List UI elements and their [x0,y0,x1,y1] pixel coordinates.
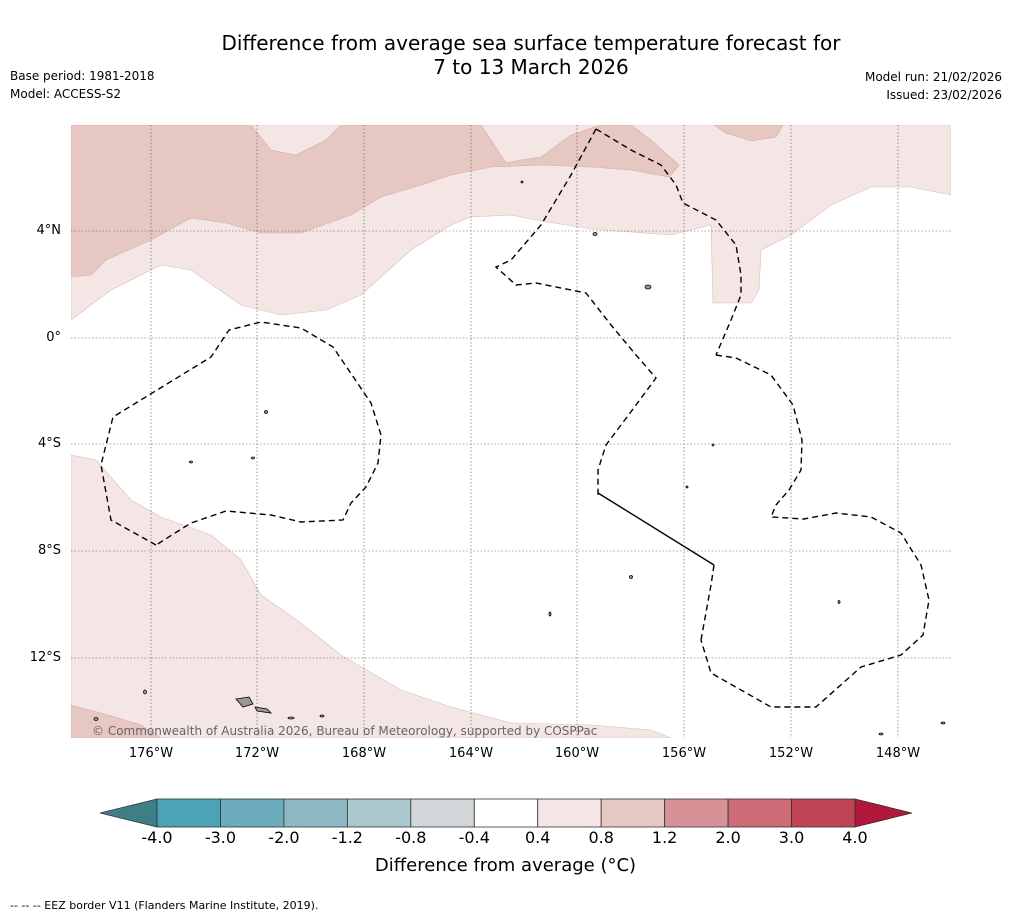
lon-label-172w: 172°W [234,746,280,761]
colorbar-segment [727,798,792,828]
eez-border-central-west [494,128,657,495]
island-tiny-13 [319,714,325,718]
lon-label-156w: 156°W [661,746,707,761]
colorbar-label: Difference from average (°C) [374,855,637,876]
eez-footnote: -- -- -- EEZ border V11 (Flanders Marine… [10,899,319,912]
colorbar-segment [600,798,666,828]
island-samoa-large [235,696,254,708]
islands [93,180,946,736]
colorbar-tick-label: -1.2 [331,828,363,847]
title-line-2: 7 to 13 March 2026 [433,55,629,79]
lat-label-4n: 4°N [36,223,62,238]
lon-label-148w: 148°W [875,746,921,761]
colorbar-tick-label: -0.8 [395,828,427,847]
island-tiny-1 [592,232,598,236]
base-period: Base period: 1981-2018 [10,69,155,83]
colorbar-tick-label: 2.0 [715,828,741,847]
colorbar-segment [410,798,475,828]
issued-date: Issued: 23/02/2026 [886,88,1002,102]
meta-right: Model run: 21/02/2026 Issued: 23/02/2026 [865,68,1002,104]
model-run: Model run: 21/02/2026 [864,70,1002,84]
colorbar-tick-label: 4.0 [842,828,868,847]
lat-label-0: 0° [46,330,61,345]
anomaly-zone-mid-north [71,125,680,278]
lon-label-164w: 164°W [448,746,494,761]
colorbar-segment [283,798,348,828]
island-tiny-16 [878,732,884,736]
colorbar-arrow-high [854,798,913,828]
eez-border-solid-segment [597,492,715,566]
island-tiny-14 [520,180,524,184]
colorbar-tick-label: 0.4 [524,828,551,847]
colorbar-segment [791,798,856,828]
anomaly-zone-mid-northeast [713,125,784,142]
eez-border-southcentral [700,564,715,641]
title-line-1: Difference from average sea surface temp… [221,31,841,55]
map-svg [71,125,951,738]
eez-border-east [700,354,930,708]
colorbar-tick-label: 3.0 [778,828,805,847]
sst-map [71,125,951,738]
island-tiny-17 [940,721,946,725]
meta-left: Base period: 1981-2018 Model: ACCESS-S2 [10,67,155,103]
lon-label-176w: 176°W [128,746,174,761]
island-tiny-6 [711,443,715,447]
colorbar [99,798,913,832]
eez-borders [100,128,930,708]
lat-label-4s: 4°S [37,436,61,451]
island-tiny-15 [837,600,841,604]
eez-border-central [595,128,742,356]
colorbar-tick-label: 1.2 [651,828,678,847]
colorbar-segment [346,798,412,828]
lat-label-8s: 8°S [37,543,61,558]
island-tiny-7 [685,485,689,489]
chart-title: Difference from average sea surface temp… [0,31,1011,79]
island-tiny-10 [143,689,147,695]
colorbar-tick-label: -4.0 [141,828,173,847]
colorbar-segment [664,798,729,828]
island-tiny-12 [287,716,295,720]
copyright-notice: © Commonwealth of Australia 2026, Bureau… [92,724,598,738]
colorbar-segment [156,798,221,828]
model-name: Model: ACCESS-S2 [10,87,122,101]
island-tiny-11 [93,717,99,721]
colorbar-segment [537,798,602,828]
island-tiny-2 [644,284,652,290]
island-tiny-4 [189,460,193,464]
colorbar-segment [473,798,539,828]
colorbar-tick-label: 0.8 [588,828,614,847]
colorbar-tick-label: -2.0 [268,828,300,847]
island-samoa-small [254,706,273,714]
colorbar-tick-label: -0.4 [458,828,490,847]
lon-label-152w: 152°W [768,746,814,761]
lon-label-168w: 168°W [341,746,387,761]
island-tiny-3 [264,410,268,414]
colorbar-svg [99,798,913,828]
island-tiny-9 [548,611,552,617]
colorbar-segment [220,798,285,828]
colorbar-tick-label: -3.0 [204,828,237,847]
colorbar-arrow-low [99,798,158,828]
lon-label-160w: 160°W [554,746,600,761]
island-tiny-5 [251,456,255,460]
island-tiny-8 [629,575,633,579]
lat-label-12s: 12°S [29,650,61,665]
gridlines [71,125,951,738]
